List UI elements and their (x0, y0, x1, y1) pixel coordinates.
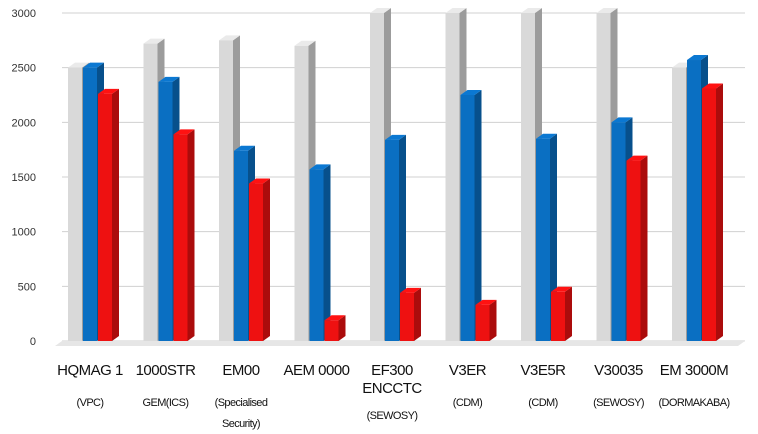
x-tick-label: HQMAG 1 (57, 362, 123, 379)
y-tick-label: 1500 (12, 172, 36, 184)
bars (68, 8, 723, 342)
x-tick-label: EM 3000M (660, 362, 729, 379)
x-tick-label: (DORMAKABA) (658, 397, 729, 409)
chart-floor (55, 341, 745, 346)
bar (702, 83, 723, 341)
bar (460, 90, 482, 341)
y-tick-label: 3000 (12, 8, 36, 20)
x-tick-label: (CDM) (528, 397, 557, 409)
x-tick-label: V30035 (594, 362, 643, 379)
bar (626, 155, 648, 341)
axis: 0 500 1000 1500 2000 2500 3000 (12, 8, 745, 348)
bar (551, 286, 572, 341)
bar (249, 178, 270, 341)
x-tick-label: AEM 0000 (283, 362, 349, 379)
x-tick-label: 1000STR (136, 362, 197, 379)
x-tick-label: V3ER (449, 362, 487, 379)
bar (385, 134, 406, 341)
x-tick-label: ENCCTC (362, 380, 422, 397)
x-tick-label: (Specialised (215, 397, 268, 409)
x-tick-label: EM00 (222, 362, 259, 379)
bar (173, 129, 195, 341)
y-tick-label: 1000 (12, 227, 36, 239)
bar (536, 133, 557, 341)
category-labels: HQMAG 1 (VPC) 1000STR GEM(ICS) EM00 (Speciali… (57, 362, 730, 430)
y-tick-label: 2000 (12, 117, 36, 129)
bar (98, 88, 119, 341)
bar (309, 164, 331, 341)
x-tick-label: (CDM) (453, 397, 482, 409)
y-tick-label: 0 (30, 336, 36, 348)
y-tick-label: 2500 (12, 63, 36, 75)
bar (475, 299, 497, 341)
bar (324, 315, 346, 341)
x-tick-label: EF300 (371, 362, 413, 379)
bar (400, 287, 421, 341)
x-tick-label: (SEWOSY) (367, 410, 418, 422)
x-tick-label: (SEWOSY) (593, 397, 644, 409)
x-tick-label: (VPC) (77, 397, 104, 409)
x-tick-label: GEM(ICS) (143, 397, 189, 409)
y-tick-label: 500 (18, 281, 36, 293)
x-tick-label: Security) (222, 418, 260, 430)
x-tick-label: V3E5R (520, 362, 566, 379)
